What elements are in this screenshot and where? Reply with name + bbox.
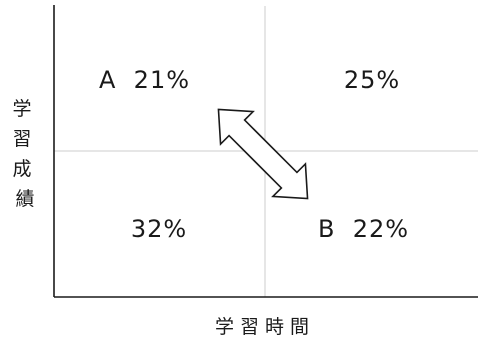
quadrant-bottom-left-label: 32%: [131, 215, 187, 243]
quadrant-top-left-label: A 21%: [99, 66, 190, 94]
quadrant-top-right-label: 25%: [344, 66, 400, 94]
y-axis-label: 学 習 成 績: [12, 98, 37, 210]
x-axis-label: 学習時間: [215, 316, 315, 338]
y-axis-label-char: 績: [15, 188, 34, 210]
y-axis-label-char: 習: [12, 128, 31, 150]
y-axis-label-char: 成: [12, 158, 31, 180]
y-axis-label-char: 学: [12, 98, 31, 120]
double-arrow-icon: [217, 108, 309, 200]
quadrant-bottom-right-label: B 22%: [318, 215, 409, 243]
